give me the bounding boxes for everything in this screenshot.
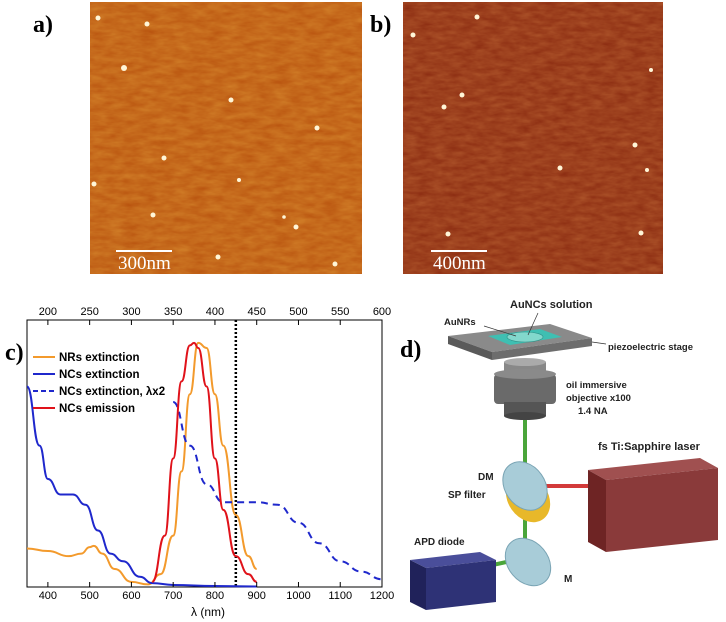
panel-d-label: d) [400, 337, 422, 363]
top-x-tick-label: 250 [80, 306, 98, 318]
apd-box-top [410, 552, 496, 568]
dichroic-mirror [502, 461, 548, 511]
x-axis-label: λ (nm) [191, 605, 225, 619]
label-apd: APD diode [414, 537, 465, 548]
scalebar-b [431, 250, 487, 252]
apd-box-front [410, 560, 426, 610]
scalebar-text-b: 400nm [433, 253, 486, 274]
x-tick-label: 400 [39, 590, 57, 602]
top-x-tick-label: 550 [331, 306, 349, 318]
objective-rim [504, 358, 546, 366]
x-tick-label: 500 [80, 590, 98, 602]
series-line-0 [26, 341, 258, 586]
chart-ticks: 400 500 600 700 800 900 1000 1100 1200 200 250 300 3… [39, 306, 395, 602]
label-m: M [564, 574, 572, 585]
objective-body [494, 374, 556, 404]
label-sp-filter: SP filter [448, 490, 486, 501]
objective-bottom [504, 402, 546, 416]
series-line-2 [172, 400, 383, 581]
setup-diagram: AuNCs solution AuNRs piezoelectric stage… [410, 299, 718, 610]
panel-c-label: c) [5, 340, 24, 366]
label-dm: DM [478, 472, 494, 483]
label-stage: piezoelectric stage [608, 342, 693, 353]
objective-ring [494, 369, 556, 379]
label-objective-3: 1.4 NA [578, 406, 608, 417]
afm-particles-b [410, 14, 653, 237]
x-tick-label: 1200 [370, 590, 394, 602]
scalebar-a [116, 250, 172, 252]
x-tick-label: 800 [206, 590, 224, 602]
leader-solution [527, 312, 539, 336]
legend-label: NCs emission [59, 403, 135, 415]
top-x-tick-label: 450 [248, 306, 266, 318]
nc-solution-drop [506, 331, 544, 343]
panel-a-label: a) [33, 12, 53, 38]
legend-label: NCs extinction, λx2 [59, 386, 165, 398]
legend-label: NRs extinction [59, 352, 140, 364]
label-objective-2: objective x100 [566, 393, 631, 404]
label-aunrs: AuNRs [444, 317, 476, 328]
chart-legend: NRs extinction NCs extinction NCs extincti… [33, 352, 165, 415]
top-x-tick-label: 500 [289, 306, 307, 318]
series-line-1 [26, 385, 257, 588]
x-tick-label: 1100 [328, 590, 352, 602]
laser-box-front [588, 470, 606, 552]
top-x-tick-label: 400 [206, 306, 224, 318]
top-x-tick-label: 200 [39, 306, 57, 318]
label-laser: fs Ti:Sapphire laser [598, 441, 701, 453]
leader-stage [591, 341, 607, 345]
mirror-m [504, 537, 552, 587]
scalebar-text-a: 300nm [118, 253, 171, 274]
apd-box-side [426, 560, 496, 610]
legend-label: NCs extinction [59, 369, 140, 381]
top-x-tick-label: 300 [122, 306, 140, 318]
x-tick-label: 1000 [286, 590, 310, 602]
afm-texture-b [403, 2, 663, 274]
plot-border [26, 319, 383, 588]
label-nc-solution: AuNCs solution [510, 299, 593, 311]
top-x-tick-label: 600 [373, 306, 391, 318]
top-x-tick-label: 350 [164, 306, 182, 318]
leader-aunrs [483, 325, 517, 337]
afm-image-b: 400nm [403, 2, 663, 274]
x-tick-label: 700 [164, 590, 182, 602]
series-line-3 [151, 341, 257, 583]
afm-texture-a [90, 2, 362, 274]
afm-image-a: 300nm [90, 2, 362, 274]
objective-lens [504, 412, 546, 420]
afm-particles-a [91, 15, 338, 267]
piezo-stage-side [448, 336, 492, 360]
laser-box-side [606, 468, 718, 552]
piezo-stage-front [492, 338, 592, 360]
spectra-chart: 400 500 600 700 800 900 1000 1100 1200 200 250 300 3… [26, 306, 395, 619]
panel-b-label: b) [370, 12, 392, 38]
chart-series [26, 320, 383, 588]
x-tick-label: 900 [248, 590, 266, 602]
chart-frame [26, 319, 383, 588]
x-tick-label: 600 [122, 590, 140, 602]
laser-box-top [588, 458, 718, 480]
label-objective-1: oil immersive [566, 380, 627, 391]
